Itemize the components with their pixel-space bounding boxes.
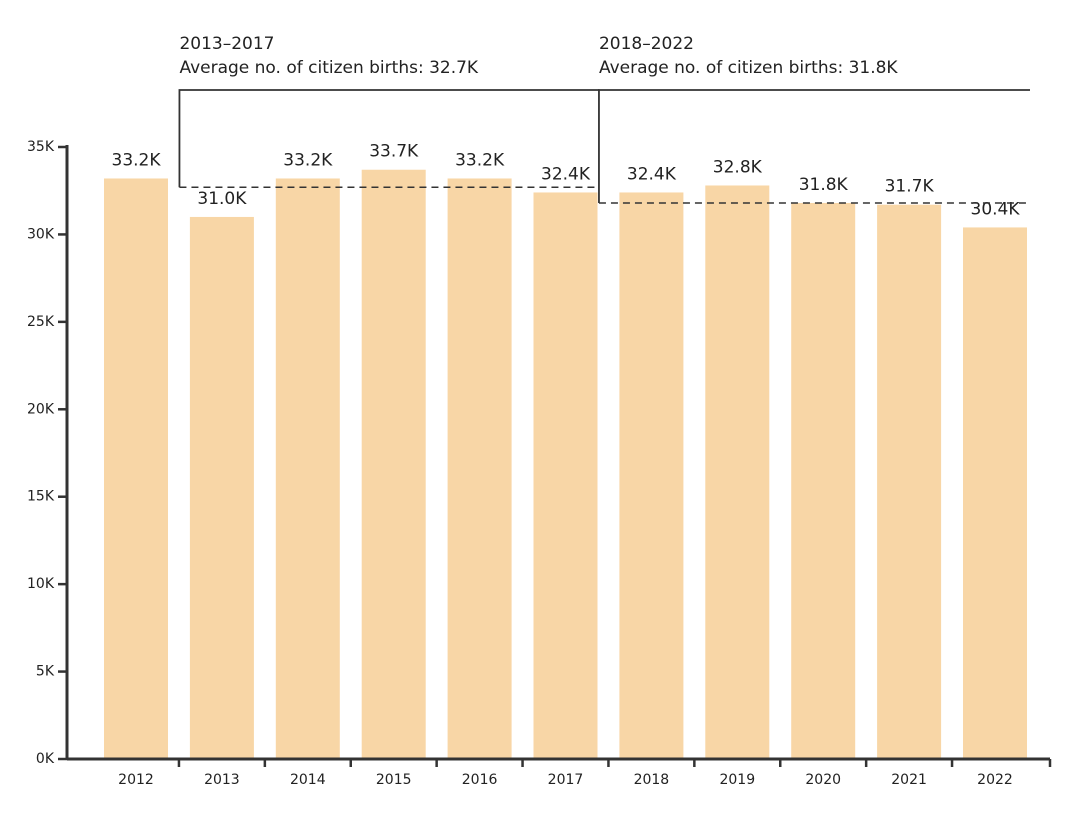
y-tick-label: 10K [27, 576, 55, 592]
x-tick-label: 2020 [805, 772, 841, 788]
y-tick-label: 30K [27, 226, 55, 242]
x-tick-label: 2015 [376, 772, 412, 788]
value-label: 31.0K [197, 189, 247, 209]
value-label: 33.2K [112, 150, 162, 170]
annotation-bracket [598, 89, 1030, 203]
y-tick-label: 35K [27, 139, 55, 155]
annotation-bracket [178, 89, 600, 188]
x-tick-label: 2018 [634, 772, 670, 788]
annotation-text: Average no. of citizen births: 32.7K [179, 58, 478, 78]
value-label: 32.4K [627, 164, 677, 184]
annotation-period: 2013–2017 [179, 34, 274, 54]
bar [963, 227, 1027, 760]
bar [791, 202, 856, 759]
value-label: 31.8K [799, 175, 849, 195]
x-tick-label: 2019 [719, 772, 755, 788]
value-label: 33.2K [455, 150, 505, 170]
value-label: 33.7K [369, 142, 419, 162]
bar [275, 178, 340, 759]
bar [619, 192, 684, 759]
value-label: 32.8K [713, 157, 763, 177]
y-tick-label: 25K [27, 314, 55, 330]
value-label: 30.4K [971, 199, 1021, 219]
y-tick-label: 15K [27, 489, 55, 505]
value-label: 32.4K [541, 164, 591, 184]
x-tick-label: 2017 [548, 772, 584, 788]
y-tick-label: 0K [36, 751, 55, 767]
value-label: 33.2K [283, 150, 333, 170]
y-tick-label: 20K [27, 401, 55, 417]
bar [361, 169, 426, 759]
value-label: 31.7K [885, 177, 935, 197]
bar [877, 204, 942, 759]
bar [533, 192, 598, 759]
x-tick-label: 2016 [462, 772, 498, 788]
x-tick-label: 2022 [977, 772, 1013, 788]
bar [104, 178, 168, 759]
bar [189, 216, 254, 759]
annotation-text: Average no. of citizen births: 31.8K [599, 58, 898, 78]
bar [447, 178, 512, 759]
annotation-period: 2018–2022 [599, 34, 694, 54]
y-tick-label: 5K [36, 664, 55, 680]
x-tick-label: 2013 [204, 772, 240, 788]
bar [705, 185, 770, 759]
x-tick-label: 2012 [118, 772, 154, 788]
x-tick-label: 2014 [290, 772, 326, 788]
x-tick-label: 2021 [891, 772, 927, 788]
